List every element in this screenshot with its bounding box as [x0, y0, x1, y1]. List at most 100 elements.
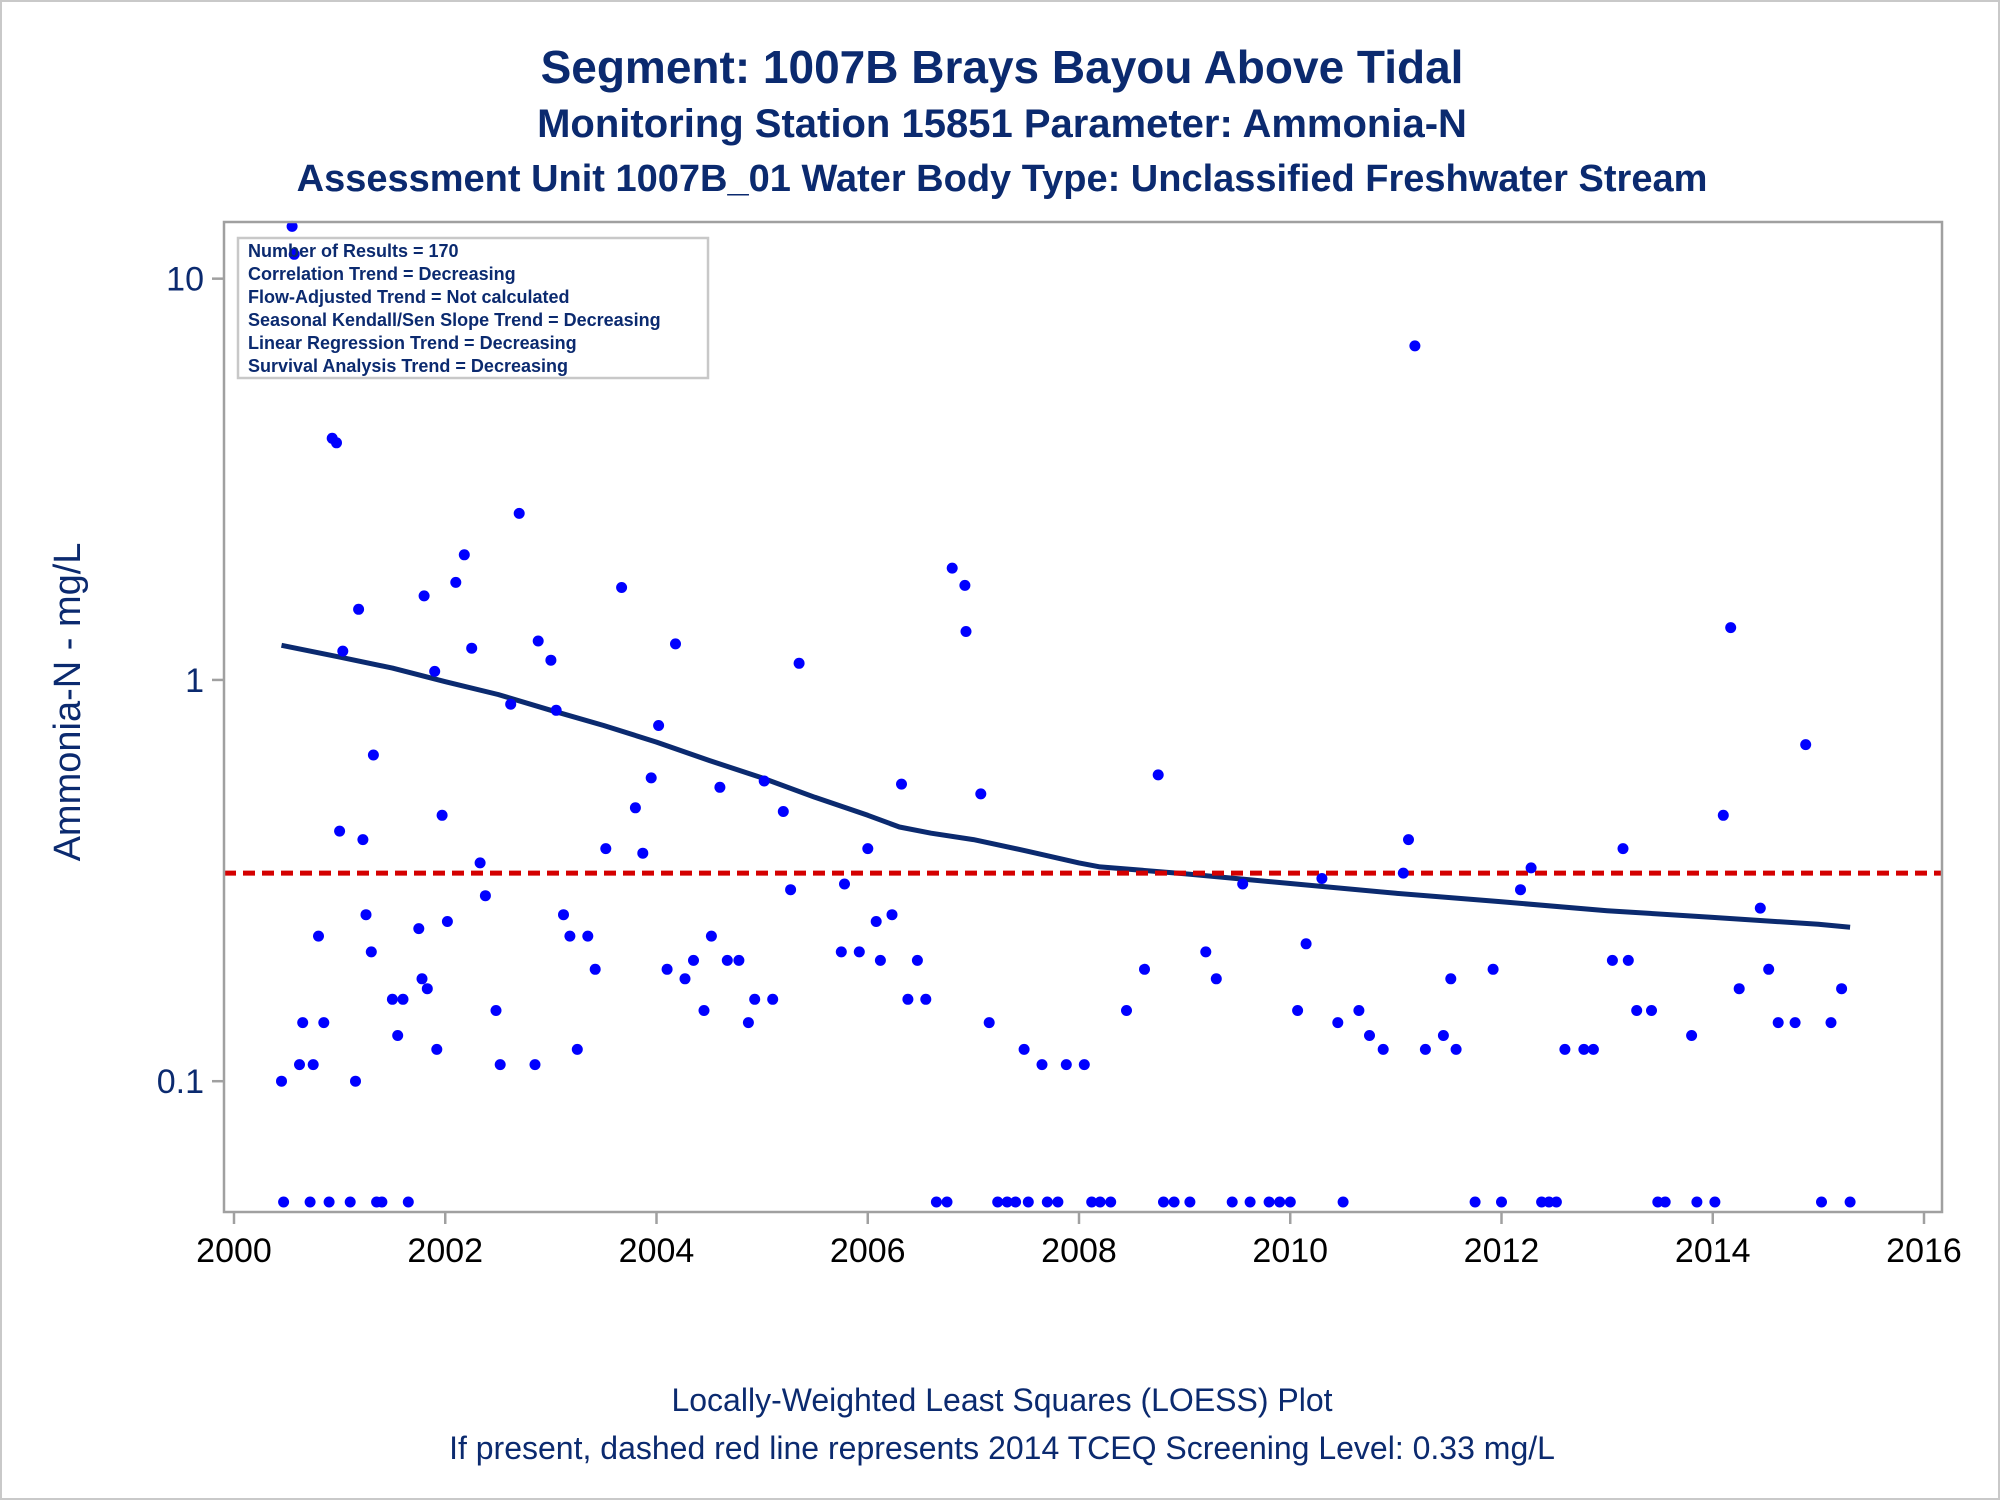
data-point — [1550, 1196, 1562, 1208]
data-point — [1139, 963, 1150, 975]
data-point — [294, 1059, 305, 1071]
footnote-screening-level: If present, dashed red line represents 2… — [449, 1430, 1555, 1466]
data-point — [946, 562, 958, 574]
data-point — [386, 993, 398, 1005]
data-point — [886, 909, 898, 921]
data-point — [1152, 769, 1164, 781]
y-axis-label: Ammonia-N - mg/L — [47, 543, 89, 862]
y-tick-label: 1 — [185, 662, 204, 700]
data-point — [402, 1196, 414, 1208]
data-point — [367, 749, 379, 761]
data-point — [337, 645, 349, 657]
data-point — [344, 1196, 356, 1208]
data-point — [637, 847, 649, 859]
data-point — [1691, 1196, 1703, 1208]
data-point — [558, 909, 569, 921]
data-point — [1022, 1196, 1034, 1208]
data-point — [1772, 1017, 1784, 1029]
plot-area-frame — [222, 220, 1944, 1214]
data-point — [1184, 1196, 1196, 1208]
data-point — [1036, 1059, 1048, 1071]
data-point — [767, 993, 779, 1005]
y-tick-label: 10 — [166, 261, 204, 299]
data-point — [959, 579, 971, 591]
data-point — [357, 834, 369, 846]
data-point — [1274, 1196, 1286, 1208]
data-point — [1018, 1043, 1030, 1055]
data-point — [777, 806, 789, 817]
data-point — [564, 930, 576, 942]
data-point — [742, 1017, 754, 1029]
data-point — [705, 930, 717, 942]
data-point — [1450, 1043, 1462, 1055]
data-point — [862, 843, 874, 855]
data-point — [1725, 622, 1737, 634]
data-point — [331, 437, 342, 449]
data-point — [1200, 946, 1212, 958]
stats-line: Seasonal Kendall/Sen Slope Trend = Decre… — [248, 310, 661, 330]
chart-subtitle: Monitoring Station 15851 Parameter: Ammo… — [537, 102, 1467, 146]
loess-curve — [281, 642, 1851, 930]
data-point — [1419, 1043, 1431, 1055]
loess-layer — [281, 642, 1851, 930]
stats-line: Survival Analysis Trend = Decreasing — [248, 356, 568, 376]
data-point — [413, 923, 425, 935]
stats-line: Flow-Adjusted Trend = Not calculated — [248, 287, 570, 307]
data-point — [1060, 1059, 1072, 1071]
data-point — [1052, 1196, 1064, 1208]
data-point — [416, 973, 428, 985]
data-point — [1525, 862, 1537, 874]
data-point — [1789, 1017, 1801, 1029]
data-point — [392, 1030, 404, 1041]
data-point — [1631, 1005, 1643, 1016]
data-point — [941, 1196, 953, 1208]
data-point — [1300, 938, 1312, 950]
data-point — [1825, 1017, 1837, 1029]
data-point — [896, 778, 907, 790]
data-point — [376, 1196, 388, 1208]
data-point — [1445, 973, 1457, 985]
chart-subtitle-2: Assessment Unit 1007B_01 Water Body Type… — [296, 158, 1708, 200]
data-point — [645, 772, 657, 784]
data-point — [1094, 1196, 1106, 1208]
data-point — [721, 954, 733, 966]
data-point — [307, 1059, 319, 1071]
data-point — [793, 657, 805, 669]
data-point — [304, 1196, 316, 1208]
data-point — [983, 1017, 995, 1029]
data-point — [839, 878, 850, 890]
data-point — [1316, 873, 1328, 884]
data-point — [474, 857, 486, 869]
data-point — [418, 590, 430, 602]
data-point — [853, 946, 865, 958]
data-point — [698, 1005, 710, 1016]
data-point — [616, 582, 628, 593]
data-point — [1397, 867, 1409, 879]
data-point — [874, 954, 886, 966]
data-point — [1010, 1196, 1022, 1208]
data-point — [1337, 1196, 1349, 1208]
data-point — [313, 930, 324, 942]
data-point — [911, 954, 923, 966]
data-point — [1226, 1196, 1238, 1208]
data-point — [1403, 834, 1414, 846]
data-point — [421, 983, 433, 995]
data-point — [278, 1196, 290, 1208]
x-tick-label: 2010 — [1252, 1232, 1328, 1270]
data-point — [1353, 1005, 1365, 1016]
x-tick-label: 2004 — [619, 1232, 695, 1270]
x-tick-label: 2000 — [196, 1232, 272, 1270]
data-point — [1086, 1196, 1098, 1208]
data-point — [1377, 1043, 1389, 1055]
data-point — [297, 1017, 309, 1029]
data-point — [1158, 1196, 1169, 1208]
data-point — [458, 549, 470, 561]
data-point — [286, 220, 298, 232]
data-point — [902, 993, 914, 1005]
data-point — [466, 642, 478, 654]
data-point — [1487, 963, 1499, 975]
data-point — [1496, 1196, 1507, 1208]
data-point — [1659, 1196, 1671, 1208]
data-point — [1237, 878, 1249, 890]
data-point — [1709, 1196, 1721, 1208]
